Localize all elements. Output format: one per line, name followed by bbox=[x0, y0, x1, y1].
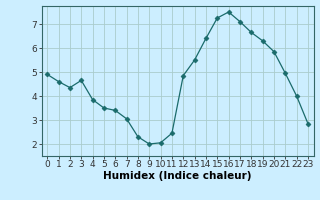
X-axis label: Humidex (Indice chaleur): Humidex (Indice chaleur) bbox=[103, 171, 252, 181]
